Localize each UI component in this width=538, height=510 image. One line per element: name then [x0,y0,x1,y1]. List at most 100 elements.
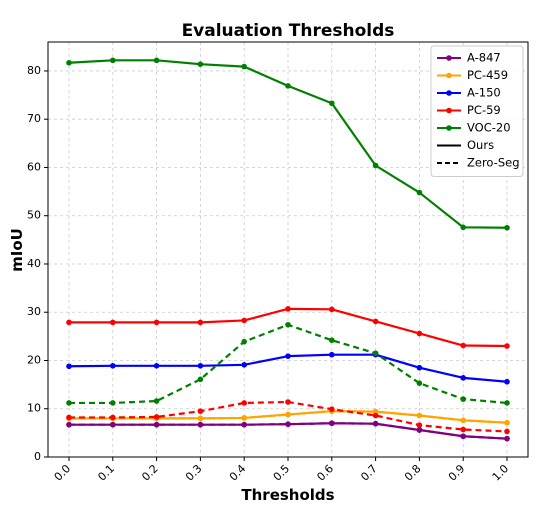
data-point [153,421,160,428]
series-pc-59-solid [66,306,510,349]
data-point [372,408,379,415]
data-point [241,362,247,368]
series-line [69,410,508,424]
data-point [416,412,423,419]
x-axis-label: Thresholds [241,486,334,504]
legend-item: PC-59 [437,103,501,117]
data-point [110,414,116,421]
data-point [153,319,160,326]
series-zero-seg-dashed [66,321,510,406]
y-tick-label: 20 [27,353,41,366]
legend-label: VOC-20 [467,121,511,135]
data-point [66,400,72,406]
series-zero-seg-dashed [66,420,510,442]
data-point [285,353,291,359]
data-point [504,419,510,426]
data-point [285,306,291,312]
data-point [66,59,72,66]
data-point [285,399,291,405]
legend: A-847 PC-459 A-150 PC-59 VOC-20 Ours Zero-Seg [430,45,524,177]
data-point [329,406,335,413]
y-tick-label: 10 [27,402,41,415]
data-point [372,350,379,357]
data-point [153,57,160,64]
y-axis-ticks: 0 10 20 30 40 50 60 70 80 [27,64,48,463]
data-point [372,420,379,427]
data-point [110,57,116,64]
data-point [66,414,72,421]
data-point [197,421,204,428]
data-point [110,362,116,369]
chart-title: Evaluation Thresholds [182,21,395,41]
legend-label: PC-459 [467,68,508,82]
data-point [416,427,423,433]
data-point [416,380,423,386]
data-point [460,375,467,381]
series-zero-seg-dashed [66,399,510,435]
legend-item: A-847 [437,51,501,65]
legend-marker [446,72,452,79]
data-point [241,415,247,421]
data-point [110,400,116,406]
legend-marker [446,125,452,131]
data-point [460,224,467,231]
data-point [504,343,510,349]
legend-label: A-150 [467,86,501,100]
data-point [285,321,291,328]
data-point [241,400,247,406]
data-point [197,61,204,67]
data-point [416,422,423,428]
data-point [460,426,467,433]
data-point [66,421,72,428]
legend-item: Ours [437,138,494,152]
y-tick-label: 70 [27,112,41,125]
legend-item: Zero-Seg [437,156,520,170]
data-point [372,162,379,169]
data-point [460,342,467,349]
data-point [460,396,467,402]
data-point [329,306,335,313]
y-tick-label: 50 [27,209,41,222]
data-point [416,189,423,196]
legend-marker [446,107,452,114]
data-point [329,337,335,344]
legend-item: VOC-20 [437,121,511,135]
legend-label: Ours [467,138,494,152]
data-point [110,319,116,326]
y-tick-label: 40 [27,257,41,270]
series-layer [66,57,510,442]
data-point [329,420,335,427]
data-point [460,433,467,440]
series-voc-20-solid [66,57,510,231]
legend-item: PC-459 [437,68,508,82]
y-axis-label: mIoU [8,228,26,272]
legend-item: A-150 [437,86,501,100]
data-point [285,421,291,427]
data-point [285,411,291,418]
legend-label: Zero-Seg [467,156,520,170]
y-tick-label: 60 [27,160,41,173]
data-point [197,408,204,414]
data-point [329,351,335,358]
data-point [372,412,379,419]
data-point [153,414,160,420]
data-point [460,417,467,424]
data-point [66,363,72,370]
data-point [372,318,379,325]
data-point [416,364,423,371]
data-point [153,398,160,404]
legend-marker [446,90,452,96]
data-point [241,338,247,345]
data-point [197,319,204,326]
data-point [110,421,116,428]
data-point [504,224,510,231]
data-point [504,378,510,385]
legend-marker [446,55,452,61]
data-point [197,362,204,369]
data-point [504,400,510,406]
y-tick-label: 30 [27,305,41,318]
data-point [504,435,510,442]
data-point [197,415,204,422]
data-point [285,83,291,89]
data-point [66,319,72,326]
